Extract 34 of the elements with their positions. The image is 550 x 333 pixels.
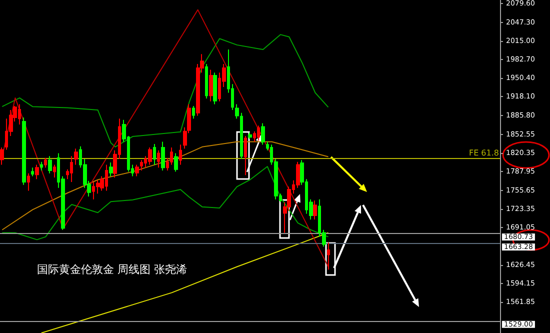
candlestick [327,242,330,270]
line-series [2,141,329,230]
candlestick [174,152,178,172]
candlestick [209,69,213,102]
candlestick [70,156,73,183]
candlestick [140,160,143,172]
candlestick [44,157,47,168]
candlestick [27,172,30,192]
candlestick [40,161,43,172]
candlestick [205,63,208,100]
candlestick [153,144,156,166]
candlestick [244,135,247,176]
candlestick [35,164,39,180]
line-series [2,34,329,148]
candlestick [48,156,52,174]
candlestick [192,106,195,120]
candlestick [109,162,113,177]
ref-line-label: FE 61.8 [468,148,499,158]
line-series [2,166,329,240]
candlestick [213,72,217,105]
candlestick [31,167,34,177]
candlestick [148,146,152,166]
candlestick [257,125,260,142]
candlestick [157,150,160,168]
candlestick [248,132,252,140]
candlestick [0,146,4,166]
candlestick [53,164,56,178]
candlestick [161,141,165,172]
candlestick [179,144,182,166]
candlestick [74,148,78,166]
candlestick [22,117,26,186]
candlestick [135,164,139,177]
annotation: 国际黄金伦敦金 周线图 张尧浠 [37,263,187,276]
candlestick [313,200,317,220]
